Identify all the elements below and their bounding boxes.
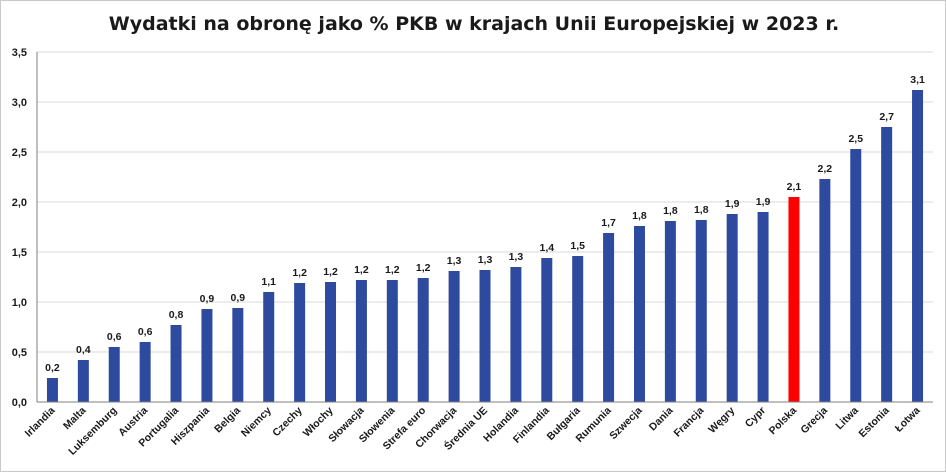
bar xyxy=(664,221,676,402)
x-tick-label: Czechy xyxy=(270,405,305,440)
bar xyxy=(139,342,151,402)
bar xyxy=(479,270,491,402)
x-tick-label: Węgry xyxy=(706,405,737,436)
data-label: 1,5 xyxy=(570,240,585,252)
bar xyxy=(417,278,429,402)
bar xyxy=(541,258,553,402)
data-label: 0,2 xyxy=(45,362,60,374)
data-label: 0,6 xyxy=(138,326,153,338)
data-label: 1,4 xyxy=(539,242,554,254)
data-label: 2,1 xyxy=(787,181,802,193)
chart-title: Wydatki na obronę jako % PKB w krajach U… xyxy=(108,13,840,35)
data-label: 2,7 xyxy=(879,111,894,123)
y-tick-label: 0,5 xyxy=(12,347,27,359)
data-label: 0,9 xyxy=(231,292,246,304)
x-tick-label: Estonia xyxy=(856,405,891,440)
y-tick-label: 2,5 xyxy=(12,147,27,159)
bar xyxy=(201,309,213,402)
data-label: 1,1 xyxy=(261,276,276,288)
bar xyxy=(788,197,800,402)
x-tick-label: Francja xyxy=(671,405,706,440)
bar xyxy=(386,280,398,402)
data-label: 1,2 xyxy=(385,264,400,276)
data-label: 0,4 xyxy=(76,344,91,356)
y-tick-label: 0,0 xyxy=(12,397,27,409)
data-label: 2,2 xyxy=(818,163,833,175)
x-tick-label: Łotwa xyxy=(893,405,923,435)
data-label: 1,7 xyxy=(601,217,616,229)
data-label: 0,9 xyxy=(200,293,215,305)
data-label: 3,1 xyxy=(910,74,925,86)
bar xyxy=(572,256,584,402)
bar xyxy=(603,233,615,402)
bars xyxy=(46,90,924,402)
y-axis: 0,0 0,5 1,0 1,5 2,0 2,5 3,0 3,5 xyxy=(12,47,38,409)
data-label: 1,2 xyxy=(292,267,307,279)
bar xyxy=(108,347,120,402)
x-tick-label: Szwecja xyxy=(607,405,644,442)
bar xyxy=(232,308,244,402)
data-label: 0,8 xyxy=(169,309,184,321)
x-axis: Irlandia MaltaLuksemburgAustriaPortugalia… xyxy=(23,401,933,458)
bar xyxy=(757,212,769,402)
bar xyxy=(448,271,460,402)
data-label: 2,5 xyxy=(848,133,863,145)
bar xyxy=(355,280,367,402)
x-tick-label: Niemcy xyxy=(239,405,274,440)
y-tick-label: 3,0 xyxy=(12,97,27,109)
bar xyxy=(850,149,862,402)
bar xyxy=(819,179,831,402)
y-tick-label: 1,0 xyxy=(12,297,27,309)
bar xyxy=(695,220,707,402)
x-tick-label: Grecja xyxy=(798,405,830,437)
data-label: 1,9 xyxy=(756,196,771,208)
bar xyxy=(77,360,89,402)
bar xyxy=(46,378,58,402)
bar xyxy=(881,127,893,402)
data-label: 1,3 xyxy=(509,251,524,263)
data-label: 1,2 xyxy=(416,262,431,274)
x-tick-label: Polska xyxy=(767,405,800,438)
bar xyxy=(633,226,645,402)
bar xyxy=(294,283,306,402)
data-label: 0,6 xyxy=(107,331,122,343)
data-label: 1,3 xyxy=(478,254,493,266)
x-tick-label: Malta xyxy=(61,405,89,433)
y-tick-label: 1,5 xyxy=(12,247,27,259)
data-label: 1,2 xyxy=(354,264,369,276)
bar xyxy=(263,292,275,402)
bar xyxy=(325,282,337,402)
x-tick-label: Dania xyxy=(647,405,676,434)
y-tick-label: 2,0 xyxy=(12,197,27,209)
data-label: 1,9 xyxy=(725,198,740,210)
bar xyxy=(170,325,182,402)
y-tick-label: 3,5 xyxy=(12,47,27,59)
x-tick-label: Cypr xyxy=(743,405,768,430)
data-label: 1,3 xyxy=(447,255,462,267)
data-label: 1,8 xyxy=(663,205,678,217)
bar xyxy=(726,214,738,402)
data-label: 1,8 xyxy=(694,204,709,216)
data-labels: 0,2 0,4 0,6 0,6 0,8 0,9 0,9 1,1 1,2 1,2 1,2 1,2 1,2 1… xyxy=(45,74,925,374)
bar xyxy=(510,267,522,402)
data-label: 1,8 xyxy=(632,210,647,222)
bar xyxy=(912,90,924,402)
data-label: 1,2 xyxy=(323,266,338,278)
x-tick-label: Litwa xyxy=(833,405,861,433)
x-tick-label: Irlandia xyxy=(23,405,58,440)
